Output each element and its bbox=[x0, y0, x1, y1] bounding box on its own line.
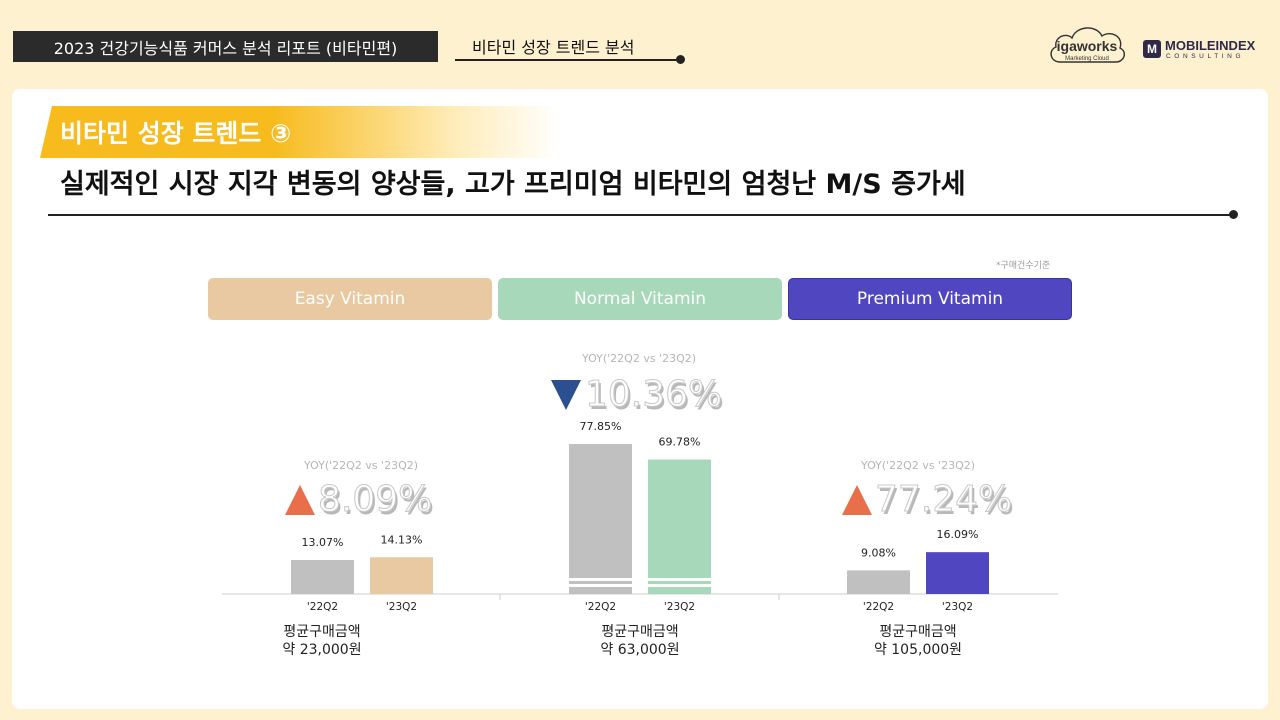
up-arrow-icon-premium bbox=[842, 485, 872, 515]
category-easy-vitamin: Easy Vitamin bbox=[208, 278, 492, 320]
section-underline-dot bbox=[676, 55, 685, 64]
price-premium-value: 약 105,000원 bbox=[873, 642, 963, 658]
basis-note: *구매건수기준 bbox=[996, 261, 1051, 271]
mobileindex-logo: MOBILEINDEX bbox=[1165, 38, 1256, 53]
igaworks-logo-subtitle: Marketing Cloud bbox=[1065, 56, 1109, 62]
tick-label-premium-0: '22Q2 bbox=[863, 601, 894, 613]
yoy-label-premium: YOY('22Q2 vs '23Q2) bbox=[860, 459, 975, 472]
headline-divider bbox=[48, 214, 1234, 216]
section-underline bbox=[455, 59, 681, 61]
tick-label-premium-1: '23Q2 bbox=[942, 601, 973, 613]
value-label-premium-0: 9.08% bbox=[861, 546, 896, 559]
yoy-label-easy: YOY('22Q2 vs '23Q2) bbox=[303, 459, 418, 472]
price-easy: 평균구매금액 약 23,000원 bbox=[222, 623, 422, 659]
mobileindex-logo-icon: M bbox=[1143, 40, 1161, 58]
bar-normal-0 bbox=[569, 444, 632, 594]
price-normal-value: 약 63,000원 bbox=[600, 642, 680, 658]
tick-label-normal-0: '22Q2 bbox=[585, 601, 616, 613]
yoy-value-premium: 77.24% bbox=[875, 479, 1012, 520]
bar-normal-1 bbox=[648, 459, 711, 594]
tick-label-normal-1: '23Q2 bbox=[664, 601, 695, 613]
headline-divider-dot bbox=[1229, 210, 1238, 219]
axis-break-normal-1-a bbox=[647, 578, 712, 581]
axis-break-normal-0-b bbox=[568, 584, 633, 587]
section-title: 비타민 성장 트렌드 분석 bbox=[472, 38, 635, 57]
bar-easy-1 bbox=[370, 557, 433, 594]
yoy-value-easy: 8.09% bbox=[318, 479, 432, 520]
yoy-label-normal: YOY('22Q2 vs '23Q2) bbox=[581, 352, 696, 365]
content-panel bbox=[12, 89, 1268, 709]
axis-break-normal-0-a bbox=[568, 578, 633, 581]
slide-headline: 실제적인 시장 지각 변동의 양상들, 고가 프리미엄 비타민의 엄청난 M/S… bbox=[60, 169, 966, 200]
category-normal-vitamin: Normal Vitamin bbox=[498, 278, 782, 320]
slide-heading: 비타민 성장 트렌드 ③ bbox=[60, 119, 292, 148]
price-easy-value: 약 23,000원 bbox=[282, 642, 362, 658]
category-premium-vitamin: Premium Vitamin bbox=[788, 278, 1072, 320]
tick-label-easy-1: '23Q2 bbox=[386, 601, 417, 613]
price-easy-label: 평균구매금액 bbox=[283, 624, 361, 640]
cloud-logo-icon bbox=[1050, 27, 1126, 63]
price-premium-label: 평균구매금액 bbox=[879, 624, 957, 640]
value-label-normal-0: 77.85% bbox=[580, 420, 622, 433]
report-title: 2023 건강기능식품 커머스 분석 리포트 (비타민편) bbox=[13, 31, 438, 62]
bar-premium-1 bbox=[926, 552, 989, 594]
down-arrow-icon-normal bbox=[551, 380, 581, 410]
axis-break-normal-1-b bbox=[647, 584, 712, 587]
igaworks-logo: igaworks bbox=[1056, 38, 1118, 54]
mobileindex-logo-subtitle: CONSULTING bbox=[1166, 53, 1245, 60]
value-label-premium-1: 16.09% bbox=[937, 528, 979, 541]
yoy-value-shadow-premium: 77.24% bbox=[877, 482, 1014, 523]
value-label-easy-1: 14.13% bbox=[381, 533, 423, 546]
yoy-value-shadow-easy: 8.09% bbox=[320, 482, 434, 523]
heading-highlight bbox=[40, 106, 560, 158]
bar-premium-0 bbox=[847, 570, 910, 594]
price-normal: 평균구매금액 약 63,000원 bbox=[540, 623, 740, 659]
yoy-value-normal: 10.36% bbox=[585, 374, 722, 415]
value-label-normal-1: 69.78% bbox=[659, 436, 701, 449]
bar-easy-0 bbox=[291, 560, 354, 594]
yoy-value-shadow-normal: 10.36% bbox=[587, 377, 724, 418]
tick-label-easy-0: '22Q2 bbox=[307, 601, 338, 613]
value-label-easy-0: 13.07% bbox=[302, 536, 344, 549]
price-premium: 평균구매금액 약 105,000원 bbox=[818, 623, 1018, 659]
up-arrow-icon-easy bbox=[285, 485, 315, 515]
price-normal-label: 평균구매금액 bbox=[601, 624, 679, 640]
